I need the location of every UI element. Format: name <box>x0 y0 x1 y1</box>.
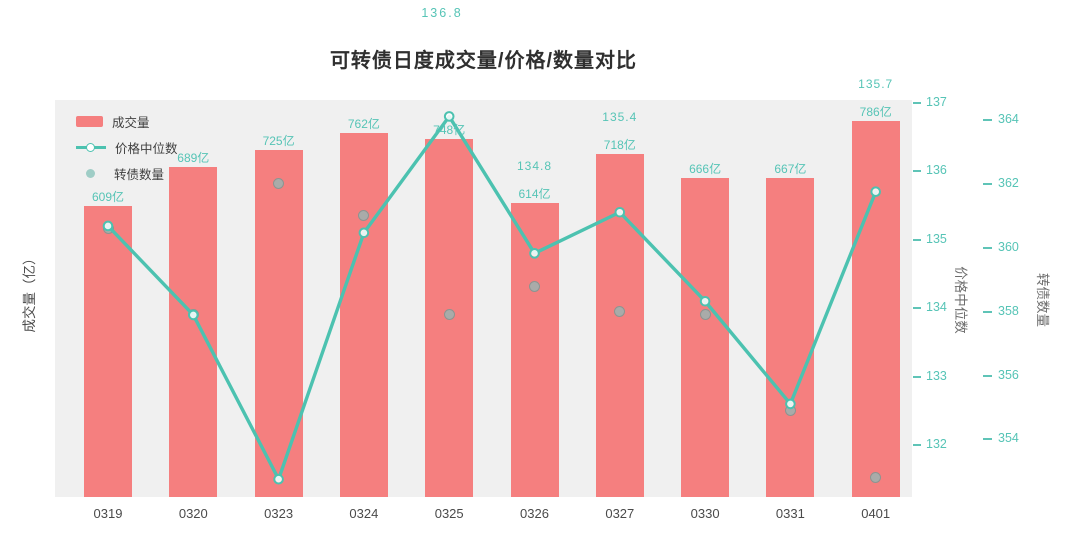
volume-bar <box>339 132 388 497</box>
bond-count-dot <box>699 309 711 321</box>
price-axis-tick-label: 137 <box>926 94 947 109</box>
x-axis-tick-label: 0327 <box>605 506 635 521</box>
volume-bar-value: 725亿 <box>262 134 295 149</box>
price-axis-tick-label: 136 <box>926 163 947 178</box>
legend-item-volume: 成交量 <box>76 114 178 130</box>
volume-bar-value: 786亿 <box>859 105 892 120</box>
volume-bar-value: 762亿 <box>347 116 380 131</box>
count-axis-tick-label: 360 <box>998 239 1019 254</box>
volume-bar-value: 689亿 <box>177 151 210 166</box>
median-price-value: 135.4 <box>602 109 638 124</box>
price-axis-tick-icon <box>913 238 921 241</box>
y-axis-label-count: 转债数量 <box>1035 273 1050 327</box>
volume-bar <box>254 150 303 497</box>
price-peak-label: 136.8 <box>421 6 463 20</box>
price-axis-tick-label: 132 <box>926 436 947 451</box>
legend-label-price: 价格中位数 <box>115 142 178 156</box>
volume-bar-value: 666亿 <box>689 162 722 177</box>
count-axis-tick-icon <box>983 438 992 441</box>
price-axis-tick-icon <box>913 170 921 173</box>
legend-label-volume: 成交量 <box>112 116 150 130</box>
volume-bar <box>84 205 132 497</box>
price-axis-tick-label: 135 <box>926 231 947 246</box>
volume-bar <box>766 177 815 497</box>
count-axis-tick-icon <box>983 118 992 121</box>
price-line-swatch-icon <box>76 141 106 154</box>
price-axis-tick-icon <box>913 307 921 310</box>
price-axis-tick-icon <box>913 375 921 378</box>
price-axis-tick-icon <box>913 101 921 104</box>
price-axis-tick-icon <box>913 443 921 446</box>
y-axis-label-price: 价格中位数 <box>953 266 968 334</box>
x-axis-tick-label: 0401 <box>861 506 891 521</box>
price-axis-tick-label: 134 <box>926 300 947 315</box>
volume-bar-swatch-icon <box>76 116 103 127</box>
x-axis-tick-label: 0319 <box>93 506 123 521</box>
bond-count-dot <box>784 405 796 417</box>
x-axis-tick-label: 0330 <box>690 506 720 521</box>
count-axis-tick-label: 356 <box>998 367 1019 382</box>
legend: 成交量 价格中位数 转债数量 <box>76 114 178 182</box>
count-dot-swatch-icon <box>86 169 95 178</box>
volume-bar-value: 614亿 <box>518 187 551 202</box>
x-axis-tick-label: 0323 <box>264 506 294 521</box>
volume-bar-value: 748亿 <box>433 123 466 138</box>
median-price-value: 134.8 <box>516 159 553 174</box>
volume-bar-value: 667亿 <box>774 161 807 176</box>
x-axis-tick-label: 0324 <box>349 506 379 521</box>
volume-bar <box>681 178 730 497</box>
count-axis-tick-label: 364 <box>998 111 1019 126</box>
volume-bar <box>169 167 218 497</box>
price-axis-tick-label: 133 <box>926 368 947 383</box>
bond-count-dot <box>529 280 540 292</box>
line-marker-icon <box>86 143 95 152</box>
volume-bar <box>595 153 644 497</box>
x-axis-tick-label: 0325 <box>434 506 464 521</box>
count-axis-tick-icon <box>983 246 992 249</box>
count-axis-tick-icon <box>983 310 992 313</box>
legend-item-count: 转债数量 <box>76 166 178 182</box>
count-axis-tick-icon <box>983 182 992 185</box>
median-price-value: 135.7 <box>858 77 894 92</box>
count-axis-tick-label: 354 <box>998 431 1019 446</box>
count-axis-tick-label: 362 <box>998 175 1019 190</box>
x-axis-tick-label: 0331 <box>775 506 805 521</box>
bond-count-dot <box>102 222 114 234</box>
count-axis-tick-icon <box>983 374 992 377</box>
volume-bar <box>510 203 559 497</box>
x-axis-tick-label: 0326 <box>520 506 549 521</box>
count-axis-tick-label: 358 <box>998 303 1019 318</box>
bond-count-dot <box>443 309 455 321</box>
volume-bar <box>851 121 900 497</box>
x-axis-tick-label: 0320 <box>178 506 208 521</box>
chart-title: 可转债日度成交量/价格/数量对比 <box>329 50 638 72</box>
y-axis-label-volume: 成交量（亿） <box>22 251 37 333</box>
legend-label-count: 转债数量 <box>114 168 165 182</box>
volume-bar-value: 718亿 <box>603 137 636 152</box>
legend-item-price: 价格中位数 <box>76 140 178 156</box>
volume-bar-value: 609亿 <box>91 189 125 204</box>
